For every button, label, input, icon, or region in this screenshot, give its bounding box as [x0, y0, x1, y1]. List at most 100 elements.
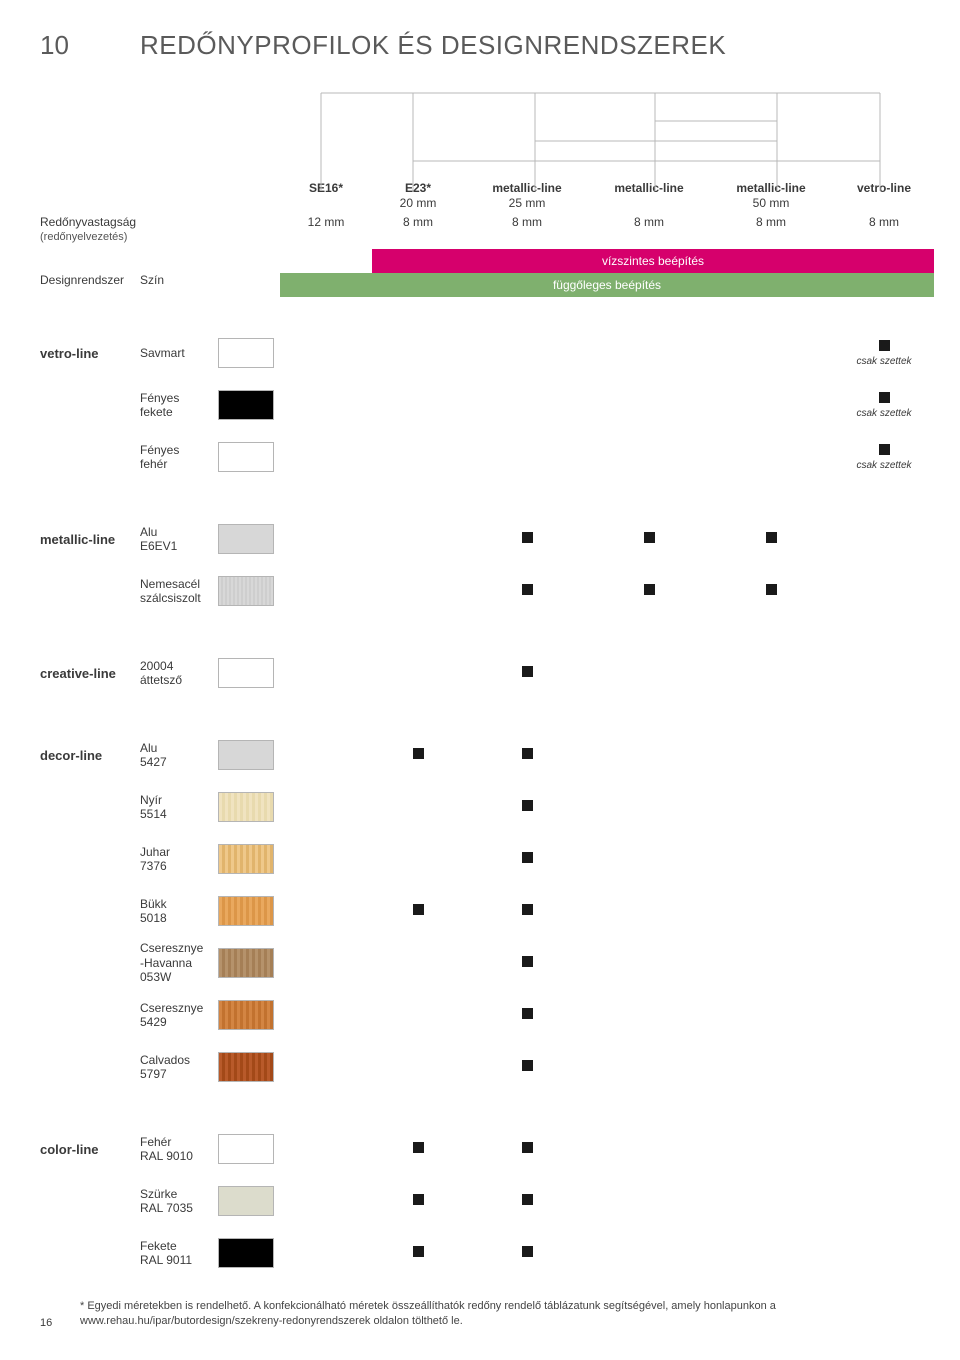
system-header: Designrendszer	[40, 273, 140, 297]
csak-szettek-note: csak szettek	[834, 356, 934, 367]
system-cell	[40, 1041, 140, 1093]
mark-cell	[834, 1123, 934, 1175]
table-row: FeketeRAL 9011	[40, 1227, 934, 1279]
color-name-cell: 20004áttetsző	[140, 647, 218, 699]
table-row: Nyír5514	[40, 781, 934, 833]
mark-cell	[590, 833, 708, 885]
table-row: Calvados5797	[40, 1041, 934, 1093]
mark-cell	[280, 885, 372, 937]
mark-cell	[372, 729, 464, 781]
mark-cell: csak szettek	[834, 379, 934, 431]
mark-cell	[834, 989, 934, 1041]
col-sub: 25 mm	[509, 196, 546, 210]
mark-cell	[464, 989, 590, 1041]
color-name-cell: Bükk5018	[140, 885, 218, 937]
swatch-cell	[218, 833, 280, 885]
swatch-cell	[218, 885, 280, 937]
color-name-cell: Alu5427	[140, 729, 218, 781]
mark-cell	[280, 513, 372, 565]
mark-cell	[708, 1041, 834, 1093]
mark-cell	[372, 513, 464, 565]
mark-cell	[708, 937, 834, 989]
color-name-cell: FeketeRAL 9011	[140, 1227, 218, 1279]
swatch	[218, 1134, 274, 1164]
square-mark-icon	[522, 532, 533, 543]
mm-cell: 8 mm	[590, 213, 708, 249]
mark-cell	[590, 729, 708, 781]
mark-cell	[590, 513, 708, 565]
table-row: Fényesfeketecsak szettek	[40, 379, 934, 431]
square-mark-icon	[522, 904, 533, 915]
mm-cell: 8 mm	[708, 213, 834, 249]
vertical-bar-row: Designrendszer Szín függőleges beépítés	[40, 273, 934, 297]
mark-cell	[372, 1175, 464, 1227]
mark-cell	[464, 1227, 590, 1279]
mark-cell	[590, 1123, 708, 1175]
swatch	[218, 658, 274, 688]
swatch	[218, 338, 274, 368]
mark-cell	[708, 431, 834, 483]
mark-cell	[280, 1227, 372, 1279]
mark-cell	[372, 431, 464, 483]
square-mark-icon	[413, 1142, 424, 1153]
mark-cell	[590, 781, 708, 833]
horizontal-bar: vízszintes beépítés	[372, 249, 934, 273]
system-cell	[40, 1175, 140, 1227]
swatch-cell	[218, 565, 280, 617]
table-row: Cseresznye-Havanna053W	[40, 937, 934, 989]
mark-cell	[280, 1175, 372, 1227]
swatch-cell	[218, 431, 280, 483]
swatch	[218, 576, 274, 606]
square-mark-icon	[413, 1194, 424, 1205]
thickness-sub: (redőnyelvezetés)	[40, 231, 127, 243]
swatch-cell	[218, 781, 280, 833]
square-mark-icon	[644, 584, 655, 595]
table-row: Fényesfehércsak szettek	[40, 431, 934, 483]
color-name-cell: AluE6EV1	[140, 513, 218, 565]
mark-cell	[464, 729, 590, 781]
swatch-cell	[218, 989, 280, 1041]
swatch	[218, 844, 274, 874]
square-mark-icon	[522, 956, 533, 967]
mark-cell	[834, 885, 934, 937]
mark-cell: csak szettek	[834, 327, 934, 379]
mark-cell	[708, 647, 834, 699]
system-cell	[40, 937, 140, 989]
swatch	[218, 1052, 274, 1082]
mark-cell	[372, 1227, 464, 1279]
square-mark-icon	[879, 392, 890, 403]
swatch-cell	[218, 513, 280, 565]
system-cell: metallic-line	[40, 513, 140, 565]
thickness-row: Redőnyvastagság (redőnyelvezetés) 12 mm …	[40, 213, 934, 249]
square-mark-icon	[644, 532, 655, 543]
mark-cell	[280, 781, 372, 833]
section-spacer	[40, 1093, 934, 1123]
mark-cell	[464, 1123, 590, 1175]
col-sub: 20 mm	[400, 196, 437, 210]
system-cell	[40, 379, 140, 431]
square-mark-icon	[413, 1246, 424, 1257]
table-row: Nemesacélszálcsiszolt	[40, 565, 934, 617]
swatch-cell	[218, 327, 280, 379]
color-header: Szín	[140, 273, 218, 297]
mark-cell	[708, 781, 834, 833]
mark-cell	[590, 885, 708, 937]
table-row: Bükk5018	[40, 885, 934, 937]
mark-cell	[280, 1123, 372, 1175]
horizontal-bar-row: vízszintes beépítés	[40, 249, 934, 273]
mark-cell	[708, 1227, 834, 1279]
mark-cell	[464, 937, 590, 989]
table-row: Cseresznye5429	[40, 989, 934, 1041]
mark-cell	[464, 327, 590, 379]
mark-cell	[464, 647, 590, 699]
square-mark-icon	[522, 1060, 533, 1071]
color-name-cell: Calvados5797	[140, 1041, 218, 1093]
table-row: metallic-lineAluE6EV1	[40, 513, 934, 565]
table-row: Juhar7376	[40, 833, 934, 885]
mark-cell	[372, 1123, 464, 1175]
mark-cell	[708, 327, 834, 379]
mark-cell	[590, 647, 708, 699]
square-mark-icon	[522, 1246, 533, 1257]
mark-cell	[464, 379, 590, 431]
mark-cell	[708, 989, 834, 1041]
